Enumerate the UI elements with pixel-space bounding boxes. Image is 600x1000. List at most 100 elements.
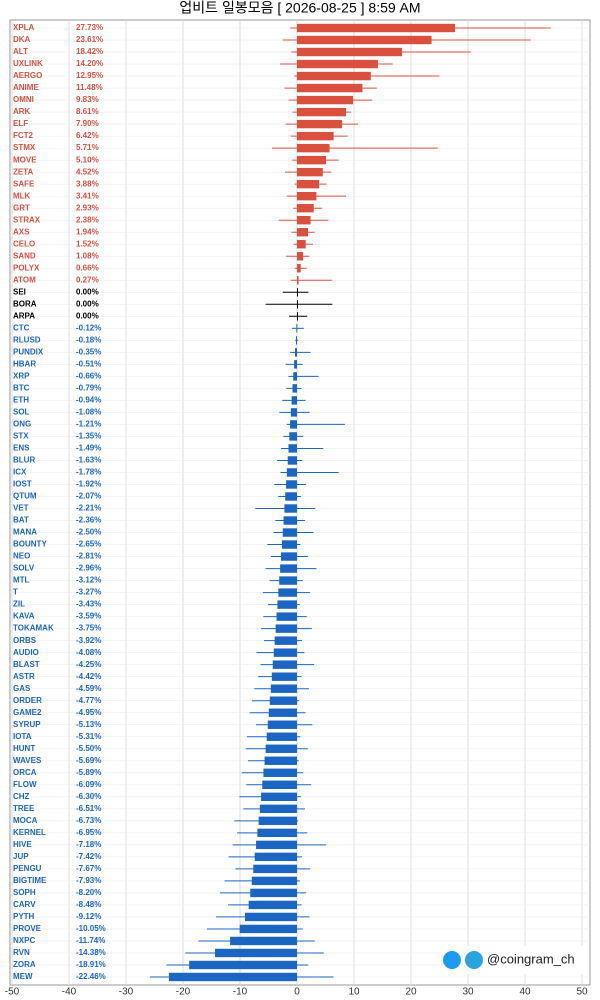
ticker-label: CTC [13, 323, 30, 332]
change-label: 0.00% [76, 299, 99, 308]
bar [286, 480, 297, 489]
x-tick-label: 0 [294, 987, 300, 998]
ticker-label: BTC [13, 383, 30, 392]
bar [295, 348, 297, 357]
x-tick-label: 10 [348, 987, 360, 998]
change-label: 18.42% [76, 47, 103, 56]
bar [269, 696, 297, 705]
bar [297, 216, 311, 225]
change-label: 5.71% [76, 143, 99, 152]
ticker-label: XPLA [13, 23, 35, 32]
watermark-bg [440, 946, 588, 974]
plot-frame [9, 19, 591, 986]
change-label: -4.59% [76, 684, 101, 693]
change-label: 2.93% [76, 203, 99, 212]
bar [259, 804, 297, 814]
change-label: -8.20% [76, 888, 101, 897]
ticker-label: ZORA [13, 960, 36, 969]
bar [266, 732, 297, 741]
change-label: -2.36% [76, 516, 101, 525]
change-label: -2.65% [76, 540, 101, 549]
change-label: -1.63% [76, 456, 101, 465]
bar [274, 636, 297, 645]
ticker-label: NXPC [13, 936, 35, 945]
change-label: 3.88% [76, 179, 99, 188]
ticker-label: ARPA [13, 311, 35, 320]
ticker-label: ETH [13, 396, 29, 405]
bar [297, 179, 320, 189]
bar [297, 276, 299, 285]
bar [230, 936, 297, 946]
bar [297, 155, 327, 165]
telegram-icon[interactable] [465, 951, 483, 969]
bar [273, 648, 297, 657]
change-label: -11.74% [76, 936, 105, 945]
ticker-label: AERGO [13, 71, 42, 80]
change-label: -7.67% [76, 864, 101, 873]
change-label: -4.08% [76, 648, 101, 657]
change-label: 2.38% [76, 215, 99, 224]
bar [297, 59, 378, 69]
x-tick-label: 40 [519, 987, 531, 998]
twitter-icon[interactable] [443, 951, 461, 969]
change-label: -0.35% [76, 347, 101, 356]
ticker-label: OMNI [13, 95, 34, 104]
chart-title: 업비트 일봉모음 [ 2026-08-25 ] 8:59 AM [179, 0, 420, 16]
change-label: -0.12% [76, 323, 101, 332]
ticker-label: ORDER [13, 696, 42, 705]
bar [293, 372, 297, 381]
bar [277, 600, 297, 609]
bar [297, 240, 306, 249]
bar [297, 95, 354, 105]
change-label: -1.21% [76, 420, 101, 429]
watermark-box: @coingram_ch [440, 946, 588, 974]
change-label: -3.12% [76, 576, 101, 585]
ticker-label: SEI [13, 287, 26, 296]
bar [256, 840, 297, 850]
change-label: 12.95% [76, 71, 103, 80]
ticker-label: MANA [13, 528, 37, 537]
x-tick-label: 30 [462, 987, 474, 998]
bar [239, 924, 297, 934]
ticker-label: SAND [13, 251, 36, 260]
bar [297, 71, 371, 81]
change-label: -6.73% [76, 816, 101, 825]
bar [297, 107, 347, 117]
ticker-label: PROVE [13, 924, 42, 933]
change-label: -1.92% [76, 480, 101, 489]
ticker-label: GAS [13, 684, 31, 693]
bar [297, 203, 314, 213]
ticker-label: HUNT [13, 744, 35, 753]
bar [294, 360, 297, 369]
bar [276, 612, 297, 621]
x-tick-label: 20 [405, 987, 417, 998]
change-label: 7.90% [76, 119, 99, 128]
bar [284, 504, 297, 513]
ticker-label: MEW [13, 972, 33, 981]
change-label: -7.93% [76, 876, 101, 885]
change-label: -1.35% [76, 432, 101, 441]
change-label: -3.43% [76, 600, 101, 609]
ticker-label: ARK [13, 107, 31, 116]
bar [288, 444, 297, 453]
change-label: -0.94% [76, 396, 101, 405]
change-label: -2.07% [76, 492, 101, 501]
ticker-label: MOCA [13, 816, 38, 825]
ticker-label: BLAST [13, 660, 40, 669]
bar [297, 300, 298, 309]
ticker-label: BLUR [13, 456, 35, 465]
ticker-label: ENS [13, 444, 30, 453]
bar [258, 816, 297, 826]
ticker-label: GAME2 [13, 708, 42, 717]
change-label: -0.79% [76, 383, 101, 392]
ticker-label: RVN [13, 948, 30, 957]
bar [254, 852, 297, 862]
ticker-label: KERNEL [13, 828, 46, 837]
bar [251, 876, 297, 886]
ticker-label: BOUNTY [13, 540, 47, 549]
bar [292, 384, 297, 393]
bar [287, 456, 297, 465]
rows: XPLA 27.73% DKA 23.61% ALT 18.42% UXLINK 14.20%… [10, 23, 590, 982]
change-label: 4.52% [76, 167, 99, 176]
